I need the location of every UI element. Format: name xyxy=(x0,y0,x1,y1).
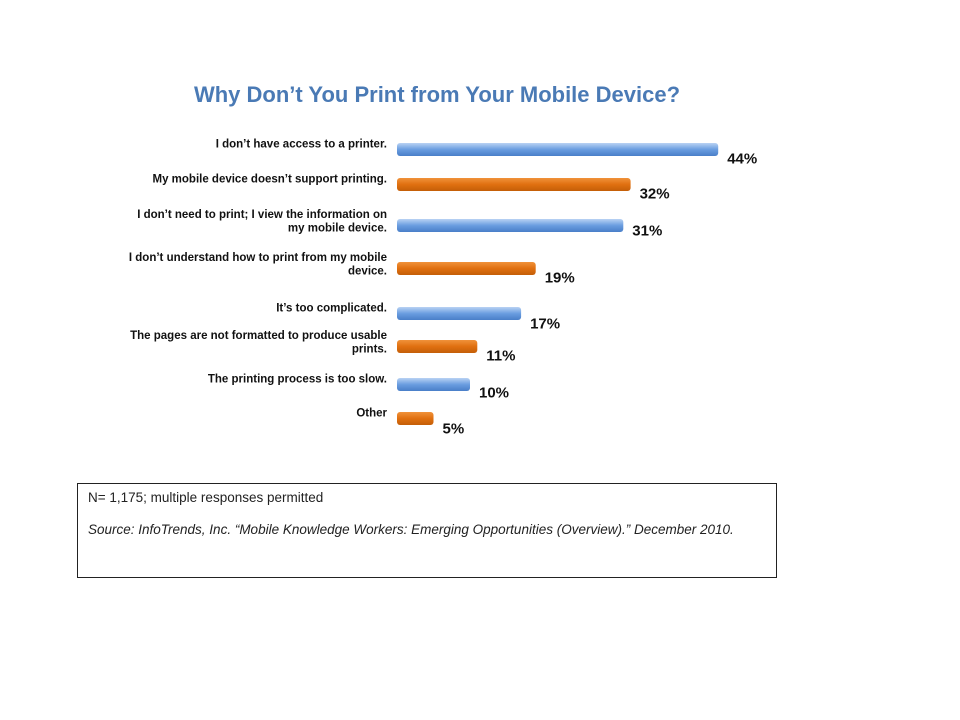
category-label-3: I don’t need to print; I view the inform… xyxy=(137,209,387,235)
bar-8 xyxy=(397,412,434,425)
bar-1 xyxy=(397,143,719,156)
value-label-8: 5% xyxy=(443,421,465,438)
category-label-1: I don’t have access to a printer. xyxy=(216,139,387,151)
category-label-4: I don’t understand how to print from my … xyxy=(129,252,387,278)
value-label-5: 17% xyxy=(530,316,560,333)
value-label-1: 44% xyxy=(727,151,757,168)
bar-2 xyxy=(397,178,631,191)
category-label-5: It’s too complicated. xyxy=(276,303,387,315)
bar-3 xyxy=(397,219,624,232)
bar-chart: 44% I don’t have access to a printer. 32% M… xyxy=(129,139,757,438)
bar-5 xyxy=(397,307,522,320)
value-label-3: 31% xyxy=(632,223,662,240)
category-label-6: The pages are not formatted to produce u… xyxy=(130,330,387,356)
source-note-box: N= 1,175; multiple responses permitted S… xyxy=(77,483,777,578)
value-label-4: 19% xyxy=(545,270,575,287)
value-label-6: 11% xyxy=(486,348,515,365)
category-label-7: The printing process is too slow. xyxy=(208,374,387,386)
source-citation: Source: InfoTrends, Inc. “Mobile Knowled… xyxy=(88,522,734,537)
value-label-7: 10% xyxy=(479,385,509,402)
chart-title: Why Don’t You Print from Your Mobile Dev… xyxy=(193,82,681,107)
value-label-2: 32% xyxy=(640,186,670,203)
bar-6 xyxy=(397,340,478,353)
bar-7 xyxy=(397,378,470,391)
sample-size-note: N= 1,175; multiple responses permitted xyxy=(88,490,324,505)
category-label-8: Other xyxy=(356,408,387,420)
category-label-2: My mobile device doesn’t support printin… xyxy=(153,174,388,186)
bar-4 xyxy=(397,262,536,275)
